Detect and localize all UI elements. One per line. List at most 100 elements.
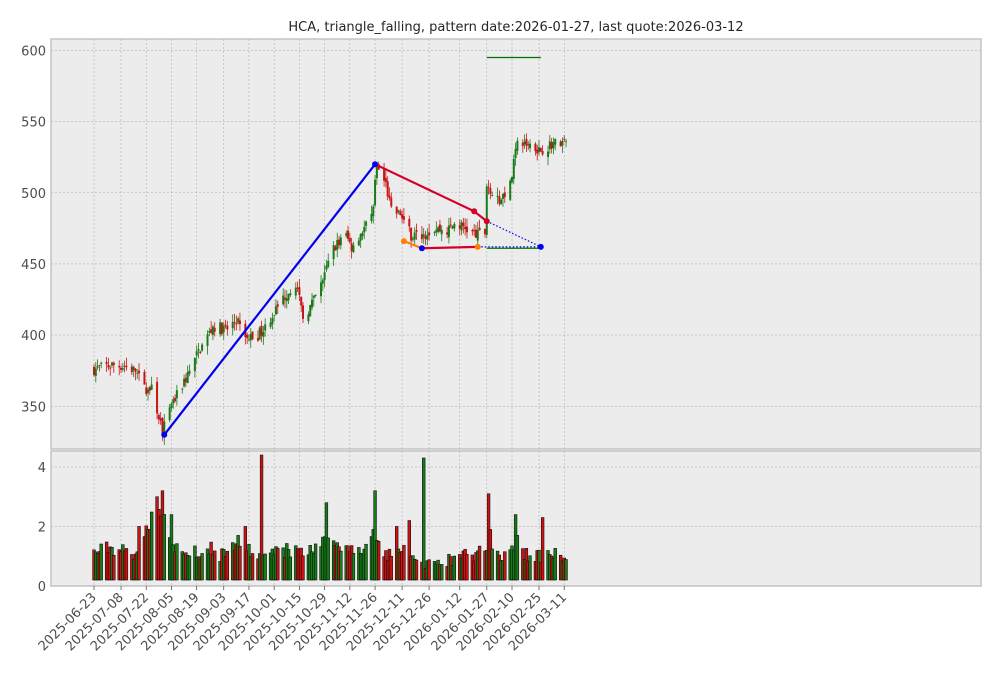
candle-body <box>538 147 541 153</box>
volume-bar <box>351 553 356 581</box>
candle-body <box>282 295 285 305</box>
candle-body <box>402 216 405 220</box>
candle-body <box>193 357 196 372</box>
volume-bar <box>200 553 204 581</box>
candle-body <box>222 325 225 333</box>
volume-bar <box>326 537 330 581</box>
candle-body <box>159 418 162 421</box>
candle-body <box>309 305 312 317</box>
candle-body <box>478 227 481 231</box>
candle-body <box>314 294 317 296</box>
candle-body <box>489 187 492 194</box>
candle-body <box>163 421 166 438</box>
candle-body <box>372 206 375 217</box>
candle-body <box>408 218 411 227</box>
candle-body <box>474 229 477 238</box>
candle-body <box>465 226 468 233</box>
candle-body <box>523 141 526 145</box>
candle-body <box>561 140 564 146</box>
candle-body <box>449 224 452 226</box>
candle-body <box>147 389 150 393</box>
candle-body <box>269 322 272 327</box>
price-tick-label: 400 <box>21 329 46 344</box>
candle-body <box>298 287 301 295</box>
candle-body <box>145 387 148 395</box>
candle-body <box>426 234 429 240</box>
candle-body <box>411 238 414 240</box>
candle-body <box>388 195 391 199</box>
volume-bar <box>540 517 545 581</box>
pattern-point-marker <box>474 243 481 250</box>
volume-tick-label: 4 <box>38 461 46 476</box>
candle-body <box>525 139 528 146</box>
projection-upper-line <box>486 220 542 248</box>
candle-body <box>148 387 151 391</box>
candle-body <box>501 193 504 199</box>
candle-body <box>136 372 139 374</box>
candle-body <box>487 186 490 188</box>
candle-body <box>521 142 524 147</box>
candle-body <box>170 403 173 409</box>
candle-body <box>323 272 326 281</box>
volume-bar <box>263 553 267 581</box>
volume-bars <box>92 454 568 581</box>
candle-body <box>401 214 404 219</box>
candle-body <box>256 338 259 341</box>
price-tick-label: 500 <box>21 187 46 202</box>
candle-body <box>235 323 238 325</box>
volume-bar <box>162 514 166 581</box>
volume-bar <box>187 555 192 581</box>
candles <box>93 133 568 445</box>
candle-body <box>300 296 303 306</box>
candle-body <box>345 233 348 236</box>
candle-body <box>527 144 530 146</box>
candle-body <box>491 195 494 196</box>
candle-body <box>296 287 299 289</box>
candle-body <box>258 327 261 340</box>
candle-body <box>312 295 315 298</box>
date-axis-ticks: 2025-06-232025-07-082025-07-222025-08-05… <box>36 586 570 654</box>
candle-body <box>415 230 418 232</box>
candle-body <box>550 142 553 149</box>
candle-body <box>435 229 438 233</box>
candle-body <box>395 206 398 214</box>
volume-bar <box>377 540 381 581</box>
candle-body <box>440 229 443 235</box>
candle-body <box>514 148 517 158</box>
candle-body <box>197 349 200 351</box>
candle-body <box>123 366 126 367</box>
candle-body <box>399 211 402 215</box>
candle-body <box>348 237 351 243</box>
candle-body <box>208 330 211 333</box>
candle-body <box>226 325 229 330</box>
price-grid <box>51 39 981 449</box>
candle-body <box>271 318 274 325</box>
candle-body <box>175 390 178 399</box>
candle-body <box>224 324 227 326</box>
candle-body <box>132 366 135 370</box>
volume-bar <box>213 550 217 581</box>
candle-body <box>559 141 562 147</box>
candle-body <box>195 351 198 356</box>
candle-body <box>503 192 506 198</box>
candle-body <box>161 418 164 435</box>
chart-title: HCA, triangle_falling, pattern date:2026… <box>288 20 743 35</box>
candle-body <box>476 230 479 241</box>
trend-up-line <box>163 163 376 436</box>
candle-body <box>424 236 427 240</box>
candle-body <box>374 179 377 206</box>
candle-body <box>339 237 342 246</box>
candle-body <box>276 304 279 307</box>
candle-body <box>428 232 431 236</box>
candle-body <box>534 143 537 152</box>
candle-body <box>186 372 189 384</box>
pattern-markers <box>161 161 544 438</box>
candle-body <box>94 368 97 376</box>
candle-body <box>548 141 551 150</box>
candle-body <box>338 239 341 246</box>
candle-body <box>120 367 123 370</box>
candle-body <box>157 414 160 420</box>
candle-body <box>397 210 400 212</box>
volume-bar <box>477 545 482 581</box>
candle-body <box>365 221 368 226</box>
